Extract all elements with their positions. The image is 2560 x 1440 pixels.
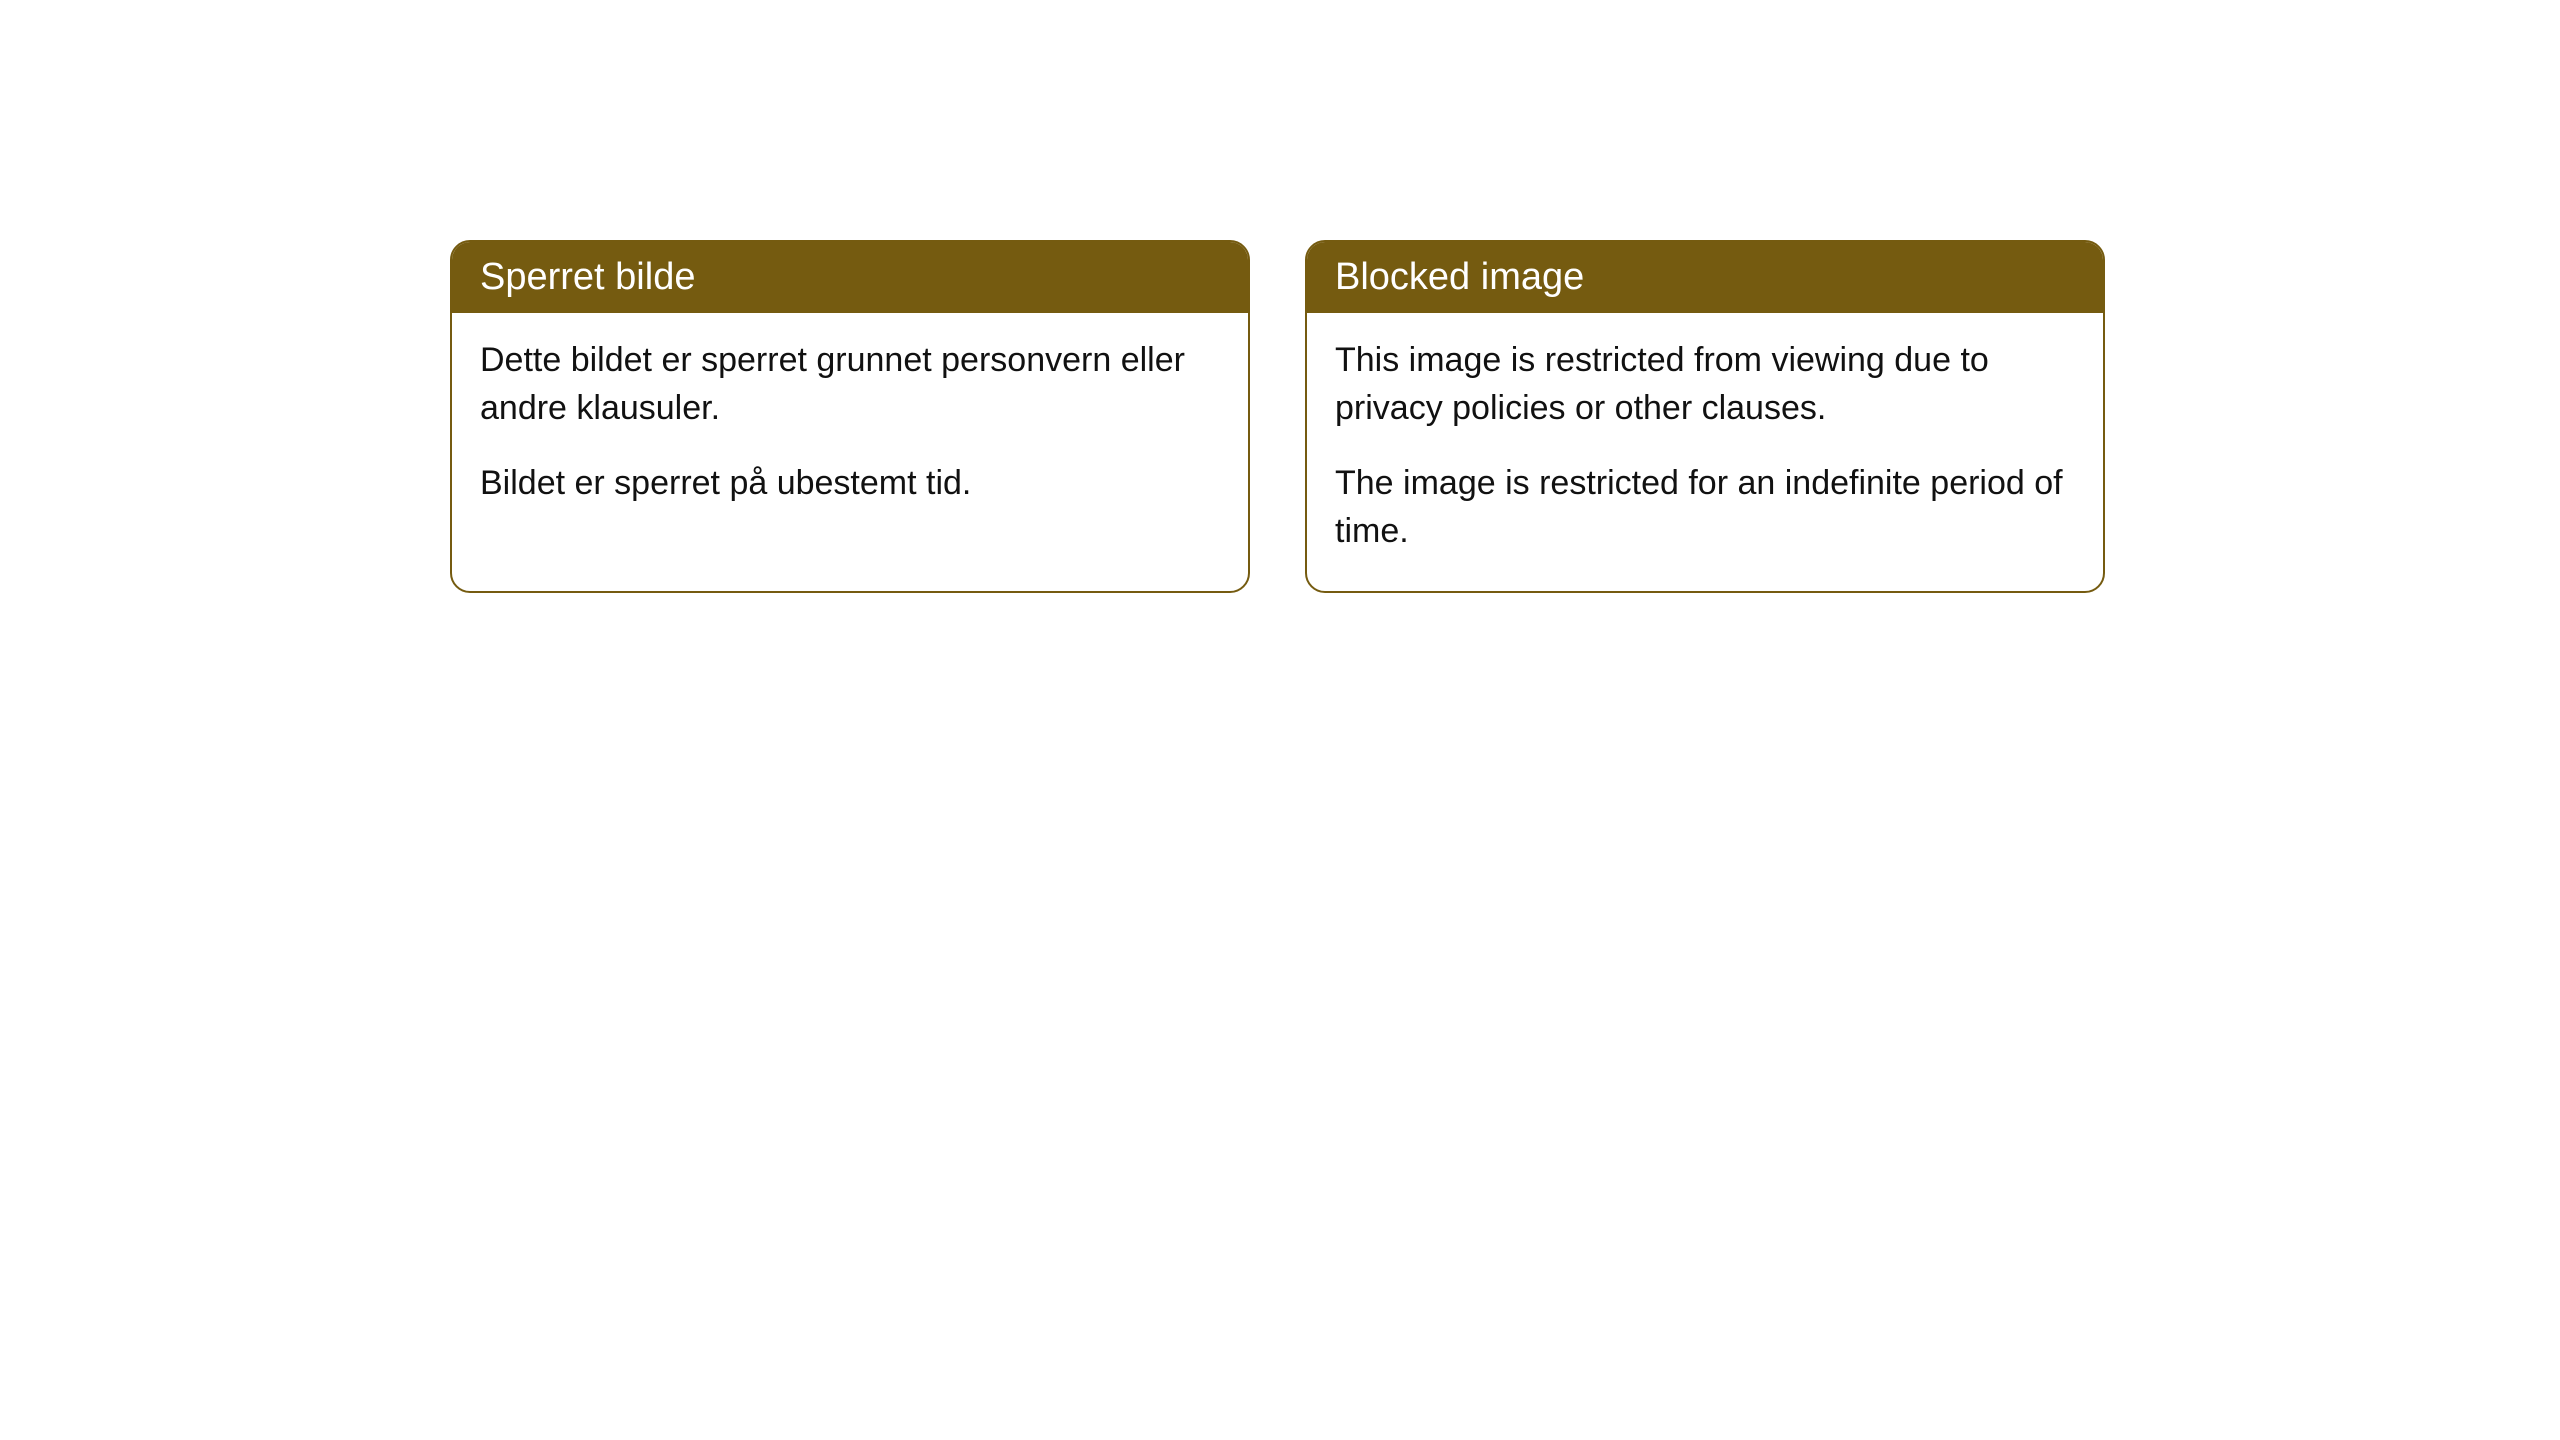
notice-paragraph: Bildet er sperret på ubestemt tid. — [480, 460, 1220, 508]
notice-card-header: Sperret bilde — [452, 242, 1248, 313]
notice-card-body: Dette bildet er sperret grunnet personve… — [452, 313, 1248, 544]
notice-card-norwegian: Sperret bilde Dette bildet er sperret gr… — [450, 240, 1250, 593]
notice-cards-container: Sperret bilde Dette bildet er sperret gr… — [450, 240, 2560, 593]
notice-paragraph: The image is restricted for an indefinit… — [1335, 460, 2075, 555]
notice-paragraph: Dette bildet er sperret grunnet personve… — [480, 337, 1220, 432]
notice-card-header: Blocked image — [1307, 242, 2103, 313]
notice-card-body: This image is restricted from viewing du… — [1307, 313, 2103, 591]
notice-paragraph: This image is restricted from viewing du… — [1335, 337, 2075, 432]
notice-card-english: Blocked image This image is restricted f… — [1305, 240, 2105, 593]
